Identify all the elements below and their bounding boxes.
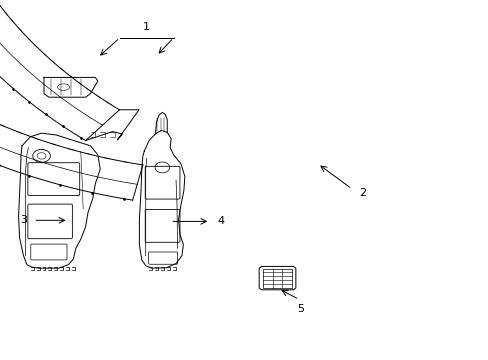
Text: 4: 4 bbox=[217, 216, 224, 226]
Bar bbox=[263, 269, 291, 288]
Text: 2: 2 bbox=[359, 188, 366, 198]
Text: 3: 3 bbox=[20, 215, 27, 225]
Text: 5: 5 bbox=[297, 304, 304, 314]
Text: 1: 1 bbox=[143, 22, 150, 32]
